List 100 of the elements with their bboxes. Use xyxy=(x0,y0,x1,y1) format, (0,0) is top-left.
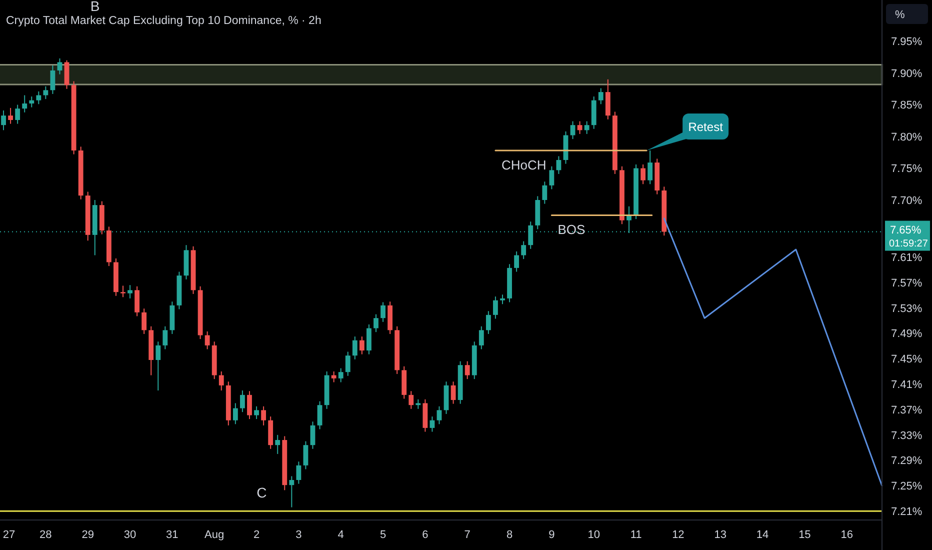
x-tick-label: 5 xyxy=(380,529,386,541)
x-tick-label: 2 xyxy=(253,529,260,541)
candlestick xyxy=(521,240,526,260)
x-tick-label: 29 xyxy=(82,529,94,541)
candlestick xyxy=(8,107,13,124)
candlestick xyxy=(247,390,252,420)
candlestick xyxy=(359,336,364,355)
y-tick-label: 7.25% xyxy=(891,480,922,493)
candlestick xyxy=(310,421,316,450)
y-tick-label: 7.21% xyxy=(891,506,922,518)
candlestick xyxy=(549,166,554,190)
candlestick xyxy=(478,326,484,350)
annotation: C xyxy=(256,484,267,500)
candlestick xyxy=(500,294,505,305)
candlestick xyxy=(380,302,386,322)
x-tick-label: 14 xyxy=(756,529,769,541)
candlestick xyxy=(317,400,322,430)
candlestick xyxy=(296,461,302,484)
candlestick xyxy=(64,60,70,90)
candlestick xyxy=(556,156,562,174)
y-tick-label: 7.29% xyxy=(891,455,922,468)
y-tick-label: 7.57% xyxy=(891,277,922,290)
ref-line-label: 7.65% xyxy=(890,224,922,237)
candlestick xyxy=(640,164,646,185)
candlestick xyxy=(436,406,442,425)
y-tick-label: 7.70% xyxy=(891,194,922,207)
x-tick-label: 10 xyxy=(588,529,600,541)
series-label: CHoCH xyxy=(501,157,546,172)
candlestick xyxy=(605,78,610,120)
x-tick-label: 6 xyxy=(422,529,428,541)
annotation: B xyxy=(90,0,100,14)
x-tick-label: 9 xyxy=(548,529,555,541)
candlestick xyxy=(416,398,421,410)
x-tick-label: 4 xyxy=(338,529,344,541)
candlestick xyxy=(493,296,498,320)
x-tick-label: 12 xyxy=(672,529,684,541)
x-tick-label: Aug xyxy=(204,529,224,541)
candlestick xyxy=(408,390,414,410)
candlestick xyxy=(514,250,520,272)
candlestick xyxy=(275,434,280,454)
candlestick xyxy=(29,96,34,108)
x-tick-label: 15 xyxy=(798,529,811,541)
candlestick xyxy=(577,120,582,134)
y-tick-label: 7.49% xyxy=(891,328,922,340)
candlestick xyxy=(162,326,168,350)
y-tick-label: 7.37% xyxy=(891,404,922,416)
candlestick xyxy=(254,406,259,420)
series-label: BOS xyxy=(558,222,586,238)
text: Crypto Total Market Cap Excluding Top 10 Dominance, % · 2h xyxy=(6,15,322,27)
y-tick-label: 7.80% xyxy=(891,131,922,144)
candlestick xyxy=(43,86,48,100)
candlestick xyxy=(584,120,590,134)
candlestick xyxy=(648,150,653,185)
candlestick xyxy=(156,341,161,391)
candlestick xyxy=(50,64,56,94)
candlestick xyxy=(352,336,358,360)
y-tick-label: 7.61% xyxy=(891,252,922,264)
x-tick-label: 31 xyxy=(166,529,178,541)
annotation: Retest xyxy=(688,120,724,134)
candlestick xyxy=(374,314,378,333)
candlestick xyxy=(486,310,491,334)
candlestick xyxy=(134,286,140,317)
candlestick xyxy=(289,476,294,508)
candlestick xyxy=(338,368,344,383)
y-tick-label: 7.41% xyxy=(891,378,922,391)
candlestick xyxy=(430,416,435,432)
candlestick xyxy=(240,390,245,413)
y-tick-label: 7.53% xyxy=(891,302,922,315)
candlestick xyxy=(36,90,42,105)
candlestick xyxy=(142,308,147,334)
candlestick xyxy=(345,351,350,376)
candlestick xyxy=(598,88,604,105)
x-tick-label: 8 xyxy=(506,529,513,541)
candlestick xyxy=(570,120,576,140)
candlestick xyxy=(450,381,456,404)
x-tick-label: 27 xyxy=(2,529,16,541)
candlestick xyxy=(261,406,266,426)
x-tick-label: 7 xyxy=(464,529,470,541)
candlestick xyxy=(464,360,470,380)
candlestick xyxy=(303,440,308,470)
y-tick-label: 7.95% xyxy=(891,36,922,48)
candlestick xyxy=(204,330,210,350)
candlestick xyxy=(128,284,132,299)
y-tick-label: 7.75% xyxy=(891,163,922,176)
candlestick xyxy=(120,285,126,298)
candlestick xyxy=(57,58,62,75)
candlestick xyxy=(218,370,224,391)
text: 01:59:27 xyxy=(889,238,928,250)
y-axis-title: % xyxy=(895,9,905,21)
x-tick-label: 11 xyxy=(630,529,642,541)
y-tick-label: 7.33% xyxy=(891,430,922,442)
y-tick-label: 7.85% xyxy=(891,100,922,112)
x-tick-label: 3 xyxy=(296,529,302,541)
candlestick xyxy=(366,324,372,355)
candlestick xyxy=(15,104,20,124)
x-tick-label: 16 xyxy=(840,529,853,541)
y-tick-label: 7.90% xyxy=(891,68,922,80)
x-tick-label: 13 xyxy=(714,529,726,541)
candlestick xyxy=(22,94,28,113)
candlestick xyxy=(331,370,336,383)
